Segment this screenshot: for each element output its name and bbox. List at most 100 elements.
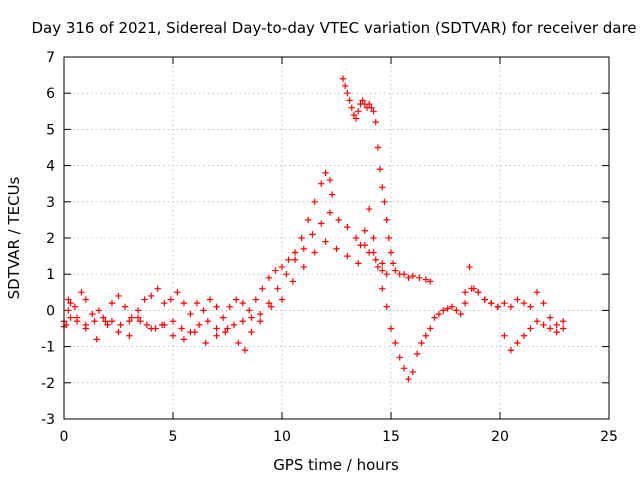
data-point	[239, 299, 246, 307]
data-point	[100, 314, 107, 321]
data-point	[259, 285, 266, 292]
data-point	[67, 314, 74, 321]
data-point	[82, 296, 89, 303]
data-point	[333, 245, 340, 253]
data-point	[126, 332, 133, 339]
data-point	[311, 249, 318, 256]
data-point	[560, 325, 567, 332]
data-point	[174, 289, 181, 296]
data-point	[318, 180, 325, 187]
data-point	[352, 115, 360, 122]
data-point	[65, 307, 72, 314]
data-point	[241, 347, 249, 354]
data-point	[128, 314, 135, 321]
data-point	[71, 303, 79, 310]
data-point	[344, 223, 351, 231]
data-point	[300, 263, 307, 271]
data-point	[366, 100, 373, 108]
data-point	[233, 296, 240, 303]
data-point	[89, 310, 96, 318]
data-point	[366, 205, 373, 213]
data-point	[488, 299, 495, 307]
data-point	[361, 227, 369, 234]
data-point	[520, 332, 528, 339]
y-tick-label: 2	[46, 231, 55, 247]
data-point	[230, 321, 238, 329]
series-track-c	[65, 238, 386, 354]
data-point	[283, 271, 290, 278]
data-point	[385, 234, 393, 242]
data-point	[257, 310, 264, 318]
data-point	[374, 144, 382, 151]
data-point	[126, 318, 133, 325]
data-point	[169, 332, 177, 339]
data-point	[328, 191, 336, 198]
data-point	[121, 303, 129, 310]
data-point	[435, 310, 443, 318]
data-point	[78, 289, 85, 296]
series-track-e	[357, 205, 567, 383]
data-point	[91, 318, 98, 325]
data-point	[95, 307, 103, 314]
data-point	[350, 111, 358, 119]
y-tick-label: 4	[46, 159, 55, 175]
data-point	[383, 303, 390, 310]
data-point	[134, 314, 142, 321]
data-point	[346, 97, 353, 104]
data-point	[533, 289, 541, 296]
data-point	[501, 332, 508, 339]
data-point	[115, 292, 122, 300]
data-point	[178, 325, 185, 332]
data-point	[137, 318, 144, 325]
data-point	[546, 314, 554, 321]
data-point	[560, 318, 567, 325]
data-point	[520, 299, 528, 307]
data-point	[461, 299, 469, 307]
data-point	[383, 216, 390, 224]
data-point	[272, 267, 279, 274]
data-point	[392, 267, 399, 274]
data-point	[416, 274, 423, 282]
data-point	[278, 296, 286, 303]
data-point	[309, 231, 316, 238]
series-track-d	[339, 75, 434, 285]
data-point	[311, 198, 318, 205]
data-point	[366, 249, 373, 256]
data-point	[117, 321, 124, 329]
data-point	[115, 328, 122, 336]
data-point	[553, 321, 560, 329]
data-point	[93, 336, 100, 343]
data-point	[427, 278, 434, 285]
data-point	[374, 263, 382, 271]
data-point	[405, 375, 412, 383]
data-point	[387, 325, 395, 332]
plot-frame	[63, 56, 610, 420]
data-point	[533, 318, 541, 325]
data-point	[108, 318, 116, 325]
data-point	[540, 299, 547, 307]
data-point	[461, 289, 469, 296]
data-point	[322, 169, 329, 177]
data-point	[239, 318, 246, 325]
data-point	[252, 296, 260, 303]
data-point	[257, 318, 264, 325]
data-point	[322, 238, 329, 245]
data-point	[431, 314, 438, 321]
data-point	[355, 108, 362, 115]
data-point	[219, 314, 227, 321]
y-tick-label: 1	[46, 267, 55, 283]
data-point	[427, 325, 434, 332]
data-point	[514, 339, 521, 347]
data-point	[213, 325, 220, 332]
data-point	[148, 292, 155, 300]
data-point	[73, 314, 81, 321]
y-tick-label: -1	[41, 340, 55, 356]
data-point	[326, 176, 334, 184]
data-point	[381, 198, 388, 205]
data-point	[169, 318, 177, 325]
data-point	[202, 339, 209, 347]
data-point	[507, 303, 515, 310]
data-point	[514, 296, 521, 303]
data-point	[368, 104, 375, 111]
data-point	[180, 336, 188, 343]
